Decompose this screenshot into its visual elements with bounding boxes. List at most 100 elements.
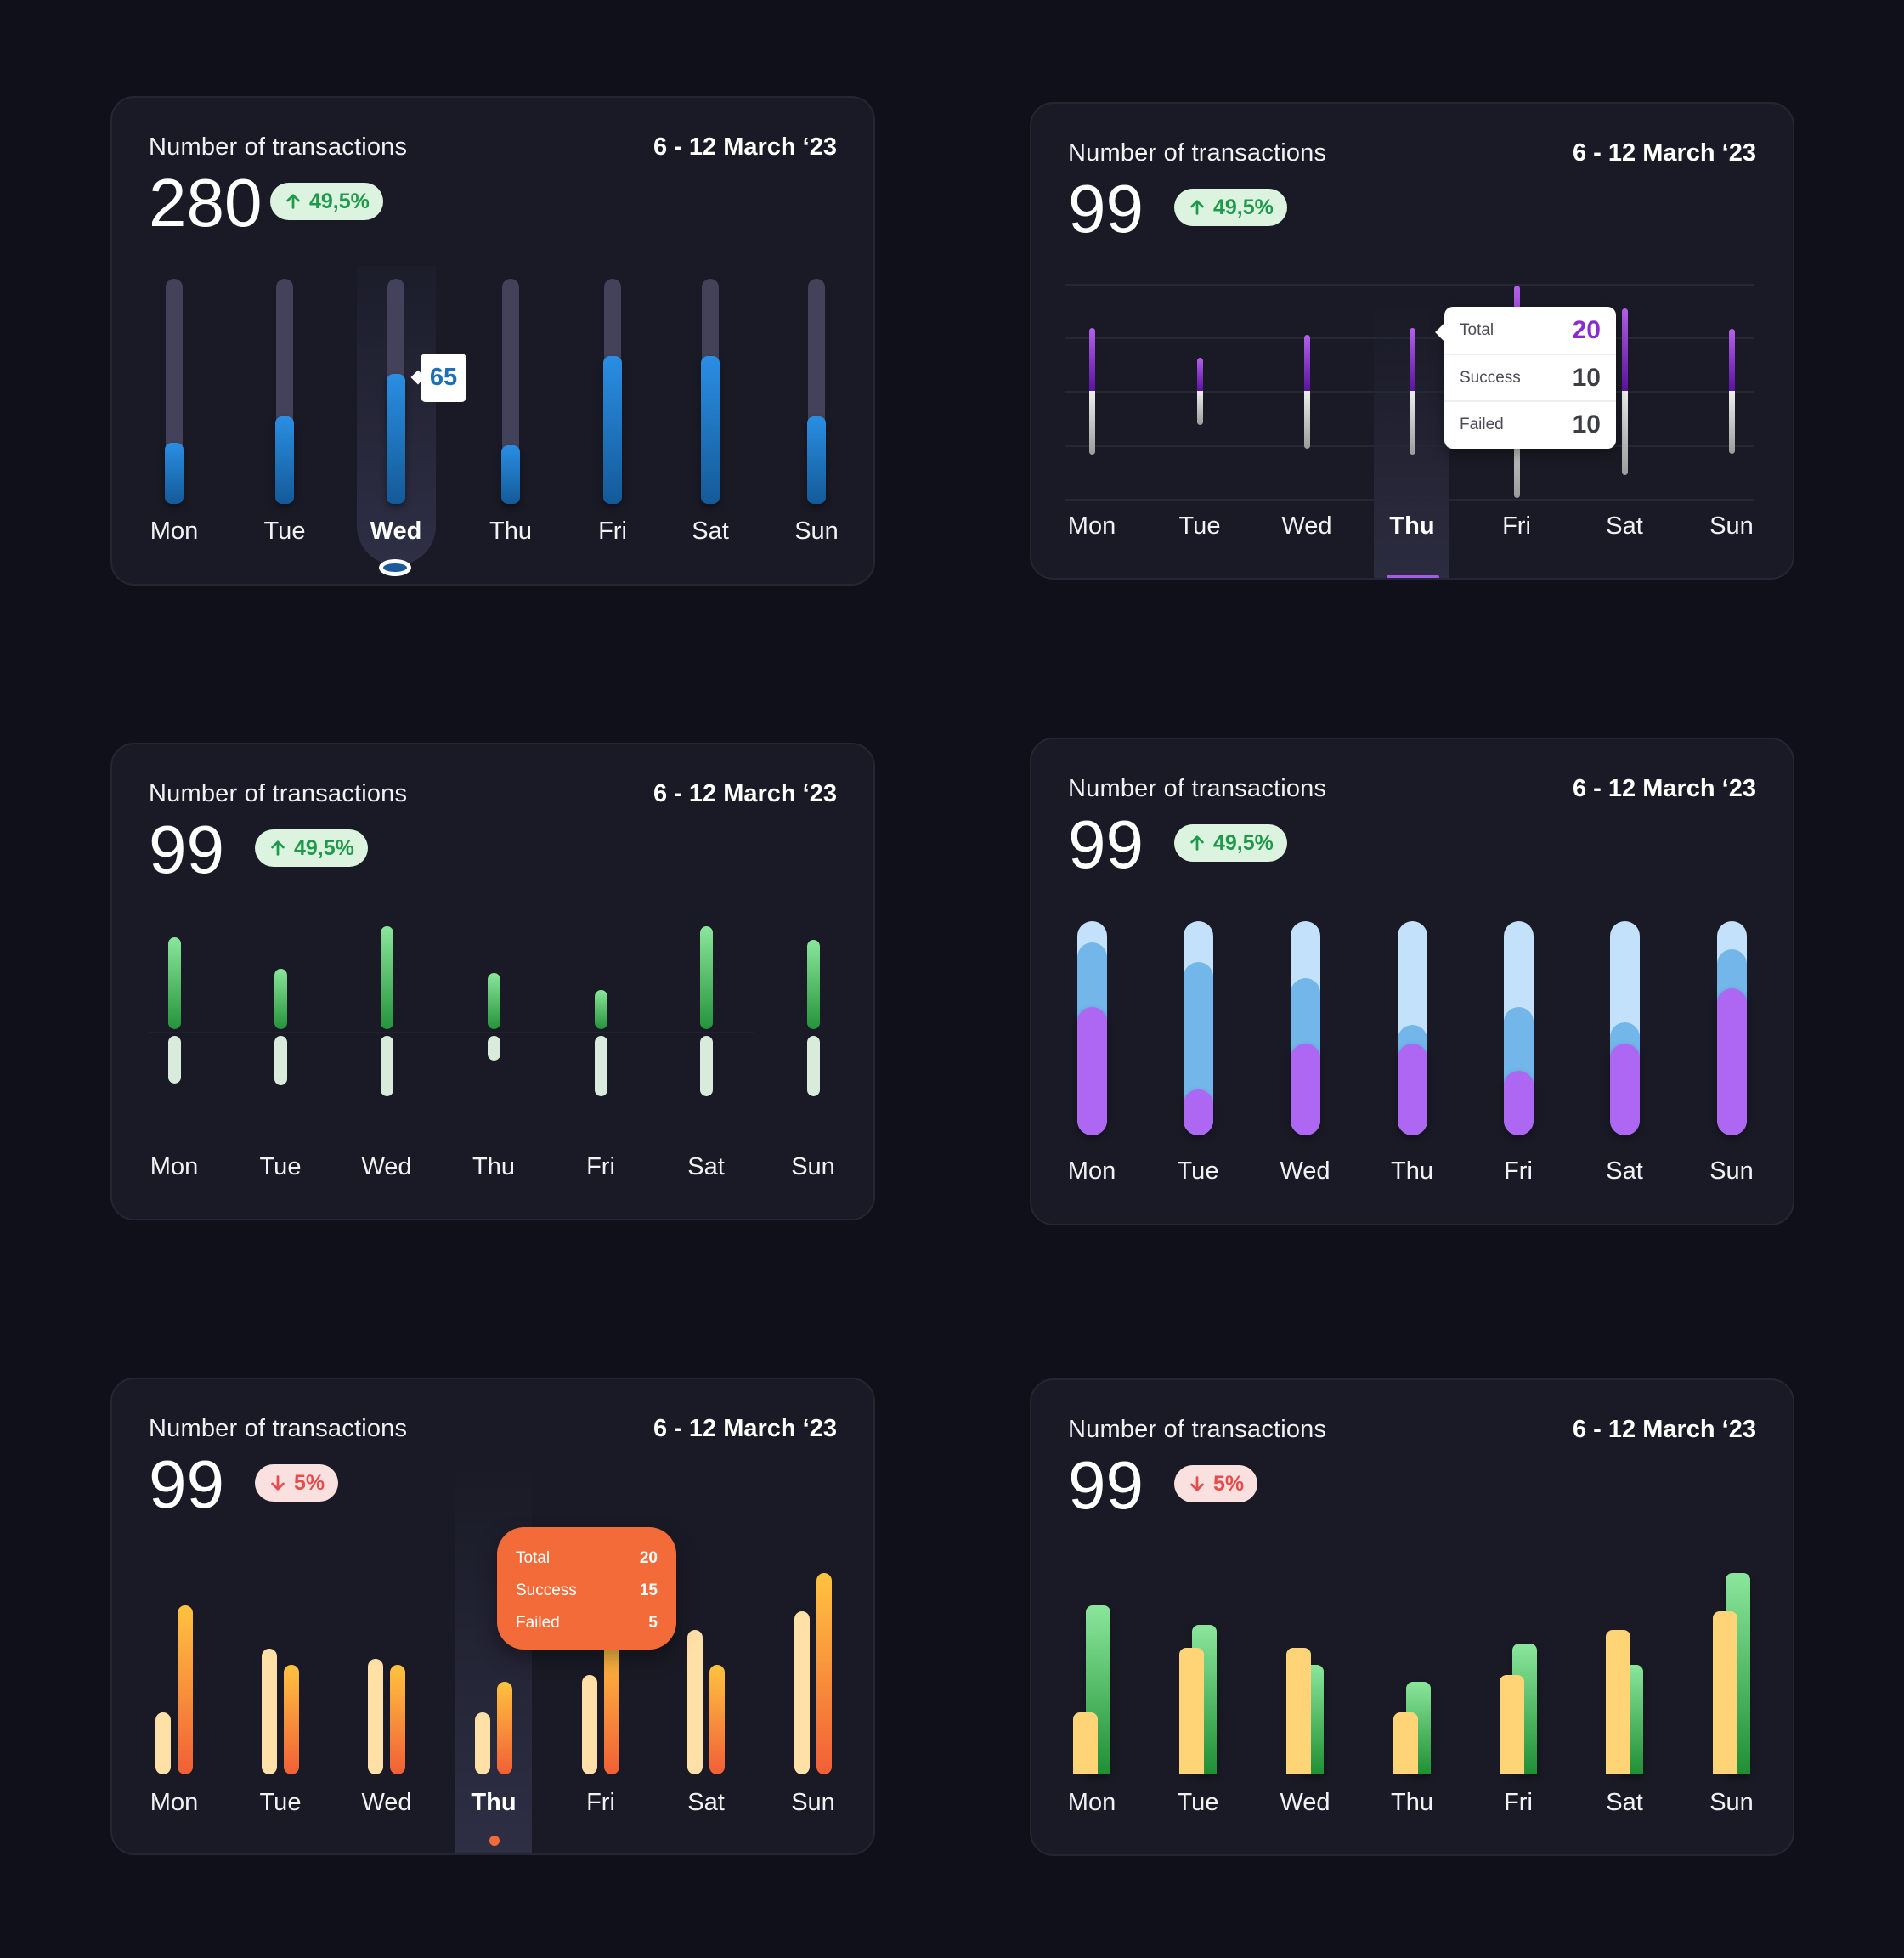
bar-fill-fri[interactable] [603, 356, 622, 504]
bar-light-tue[interactable] [262, 1649, 277, 1774]
day-label-mon[interactable]: Mon [1067, 512, 1116, 540]
day-label-thu[interactable]: Thu [1391, 1789, 1433, 1816]
day-label-wed[interactable]: Wed [1280, 1789, 1331, 1816]
bar-success-wed[interactable] [1304, 335, 1310, 391]
day-label-sun[interactable]: Sun [1709, 1789, 1754, 1816]
day-label-sun[interactable]: Sun [1709, 1157, 1754, 1185]
date-range[interactable]: 6 - 12 March ‘23 [1573, 1416, 1756, 1443]
day-label-tue[interactable]: Tue [1177, 1157, 1219, 1185]
day-label-sat[interactable]: Sat [687, 1153, 725, 1180]
day-label-sat[interactable]: Sat [1606, 512, 1643, 540]
date-range[interactable]: 6 - 12 March ‘23 [1573, 775, 1756, 802]
date-range[interactable]: 6 - 12 March ‘23 [653, 1415, 837, 1442]
day-label-wed[interactable]: Wed [1281, 512, 1332, 540]
bar-yellow-sun[interactable] [1713, 1611, 1737, 1774]
bar-fill-wed[interactable] [387, 374, 405, 504]
bar-success-tue[interactable] [274, 969, 287, 1029]
bar-light-mon[interactable] [155, 1712, 171, 1774]
bar-success-sat[interactable] [1622, 308, 1628, 391]
bar-success-sun[interactable] [807, 940, 820, 1029]
bar-yellow-sat[interactable] [1606, 1630, 1630, 1774]
day-label-sun[interactable]: Sun [791, 1153, 835, 1180]
day-label-mon[interactable]: Mon [1067, 1789, 1116, 1816]
bar-orange-wed[interactable] [390, 1665, 405, 1774]
bar-fill-sat[interactable] [701, 356, 720, 504]
bar-failed-sat[interactable] [1622, 391, 1628, 475]
bar-failed-wed[interactable] [381, 1036, 393, 1096]
day-label-sat[interactable]: Sat [1606, 1157, 1643, 1185]
day-label-thu[interactable]: Thu [1391, 1157, 1433, 1185]
bar-success-sun[interactable] [1729, 329, 1735, 391]
day-label-sun[interactable]: Sun [791, 1789, 835, 1816]
day-label-tue[interactable]: Tue [1177, 1789, 1219, 1816]
bar-failed-tue[interactable] [274, 1036, 287, 1085]
bar-success-mon[interactable] [1089, 328, 1095, 391]
bar-failed-thu[interactable] [1410, 391, 1415, 455]
date-range[interactable]: 6 - 12 March ‘23 [1573, 139, 1756, 167]
day-label-fri[interactable]: Fri [598, 518, 627, 545]
date-range[interactable]: 6 - 12 March ‘23 [653, 780, 837, 807]
bar-yellow-tue[interactable] [1179, 1648, 1204, 1774]
bar-success-sat[interactable] [700, 926, 713, 1029]
bar-failed-mon[interactable] [1089, 391, 1095, 455]
bar-orange-sun[interactable] [816, 1573, 832, 1774]
bar-fill-mon[interactable] [165, 443, 184, 504]
bar-success-fri[interactable] [595, 990, 607, 1029]
bar-fill-tue[interactable] [275, 416, 294, 504]
bar-success-wed[interactable] [381, 926, 393, 1029]
bar-light-fri[interactable] [582, 1675, 597, 1774]
day-label-fri[interactable]: Fri [1504, 1157, 1533, 1185]
day-label-fri[interactable]: Fri [1504, 1789, 1533, 1816]
bar-success-tue[interactable] [1197, 358, 1203, 391]
bar-yellow-fri[interactable] [1500, 1675, 1524, 1774]
day-label-sat[interactable]: Sat [1606, 1789, 1643, 1816]
bar-fill-thu[interactable] [501, 445, 520, 504]
day-label-thu[interactable]: Thu [471, 1789, 517, 1816]
day-label-wed[interactable]: Wed [370, 518, 422, 545]
day-label-thu[interactable]: Thu [489, 518, 532, 545]
bar-failed-thu[interactable] [488, 1036, 500, 1061]
day-label-sun[interactable]: Sun [794, 518, 839, 545]
bar-failed-sun[interactable] [1729, 391, 1735, 454]
bar-light-sun[interactable] [794, 1611, 810, 1774]
day-label-wed[interactable]: Wed [1280, 1157, 1331, 1185]
bar-failed-sat[interactable] [700, 1036, 713, 1096]
day-label-mon[interactable]: Mon [150, 518, 199, 545]
bar-failed-mon[interactable] [168, 1036, 181, 1084]
bar-success-thu[interactable] [488, 973, 500, 1029]
bar-failed-wed[interactable] [1304, 391, 1310, 449]
bar-orange-thu[interactable] [497, 1682, 512, 1774]
selected-dot-icon[interactable] [379, 559, 411, 576]
day-label-tue[interactable]: Tue [259, 1789, 302, 1816]
bar-fill-sun[interactable] [807, 416, 826, 504]
day-label-thu[interactable]: Thu [472, 1153, 515, 1180]
active-day-highlight[interactable] [455, 1462, 532, 1853]
bar-failed-fri[interactable] [595, 1036, 607, 1096]
bar-yellow-mon[interactable] [1073, 1712, 1098, 1774]
day-label-sun[interactable]: Sun [1709, 512, 1754, 540]
day-label-fri[interactable]: Fri [586, 1153, 615, 1180]
bar-light-thu[interactable] [475, 1712, 490, 1774]
day-label-mon[interactable]: Mon [150, 1153, 199, 1180]
day-label-sat[interactable]: Sat [692, 518, 729, 545]
bar-light-sat[interactable] [687, 1630, 703, 1774]
day-label-mon[interactable]: Mon [1067, 1157, 1116, 1185]
day-label-tue[interactable]: Tue [1178, 512, 1221, 540]
bar-yellow-wed[interactable] [1286, 1648, 1311, 1774]
day-label-thu[interactable]: Thu [1389, 512, 1435, 540]
day-label-tue[interactable]: Tue [263, 518, 306, 545]
bar-orange-tue[interactable] [284, 1665, 299, 1774]
day-label-mon[interactable]: Mon [150, 1789, 199, 1816]
bar-orange-mon[interactable] [178, 1605, 193, 1774]
bar-orange-fri[interactable] [604, 1640, 619, 1774]
bar-orange-sat[interactable] [709, 1665, 725, 1774]
day-label-wed[interactable]: Wed [361, 1153, 412, 1180]
bar-success-mon[interactable] [168, 937, 181, 1029]
day-label-wed[interactable]: Wed [361, 1789, 412, 1816]
bar-light-wed[interactable] [368, 1659, 383, 1774]
date-range[interactable]: 6 - 12 March ‘23 [653, 133, 837, 161]
day-label-fri[interactable]: Fri [1502, 512, 1531, 540]
day-label-sat[interactable]: Sat [687, 1789, 725, 1816]
day-label-tue[interactable]: Tue [259, 1153, 302, 1180]
bar-success-thu[interactable] [1410, 328, 1415, 391]
